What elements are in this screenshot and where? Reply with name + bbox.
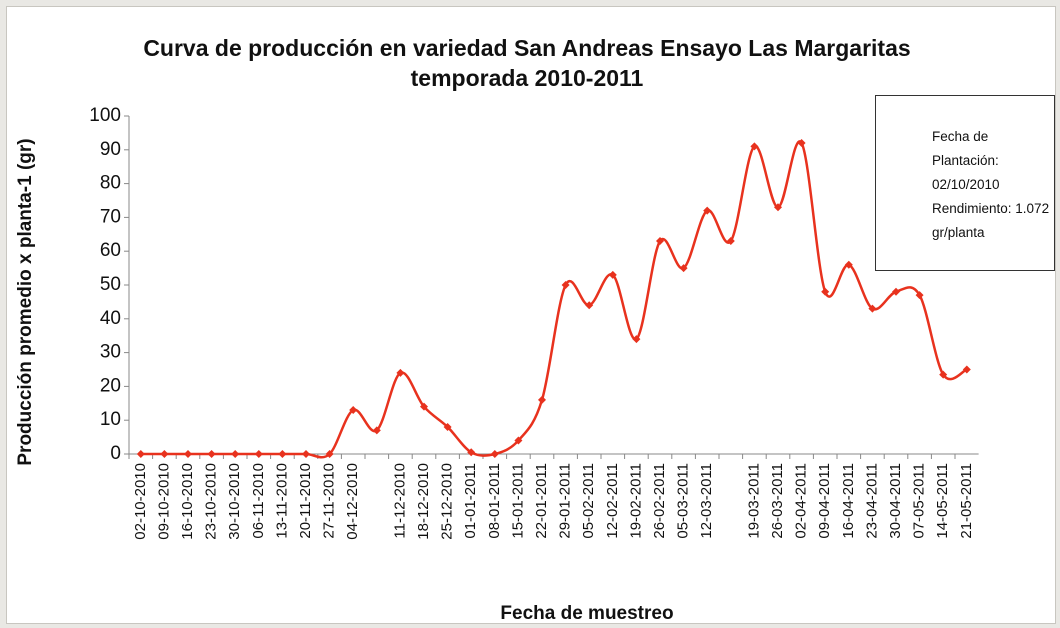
x-tick-label: 04-12-2010 (344, 463, 361, 540)
point (136, 450, 145, 458)
y-tick-label: 60 (100, 240, 121, 261)
x-tick-label: 07-05-2011 (911, 463, 928, 539)
x-tick-label: 26-03-2011 (769, 463, 786, 539)
point (679, 264, 688, 273)
x-tick-label: 02-04-2011 (793, 463, 810, 539)
y-axis-label: Producción promedio x planta-1 (gr) (15, 138, 36, 466)
x-tick-label: 13-11-2010 (273, 463, 290, 539)
x-tick-label: 09-04-2011 (816, 463, 833, 539)
x-tick-label: 14-05-2011 (934, 463, 951, 539)
x-tick-label: 01-01-2011 (462, 463, 479, 539)
x-tick-label: 18-12-2010 (415, 463, 432, 540)
y-tick-label: 20 (100, 375, 121, 396)
x-tick-label: 21-05-2011 (958, 463, 975, 539)
point (750, 142, 759, 151)
x-tick-label: 05-03-2011 (675, 463, 692, 539)
x-tick-label: 06-11-2010 (250, 463, 267, 539)
x-tick-label: 22-01-2011 (533, 463, 550, 539)
x-tick-label: 30-04-2011 (887, 463, 904, 539)
point (372, 426, 381, 435)
chart-title: Curva de producción en variedad San Andr… (143, 35, 911, 91)
x-tick-label: 05-02-2011 (580, 463, 597, 539)
point (514, 436, 523, 445)
x-tick-label: 11-12-2010 (391, 463, 408, 539)
point (868, 304, 877, 313)
point (467, 448, 476, 457)
point (443, 422, 452, 431)
y-tick-label: 50 (100, 274, 121, 295)
x-tick-label: 16-04-2011 (840, 463, 857, 539)
chart-area: 0 10 20 30 40 50 60 70 80 90 100 02-10-2010 09-10-20… (6, 6, 1056, 624)
y-tick-label: 30 (100, 342, 121, 363)
point (726, 237, 735, 246)
point (302, 450, 310, 458)
x-tick-label: 26-02-2011 (651, 463, 668, 539)
x-tick-label: 12-02-2011 (604, 463, 621, 539)
legend (875, 95, 1055, 271)
point (396, 368, 405, 377)
x-tick-label: 19-02-2011 (627, 463, 644, 539)
y-tick-label: 10 (100, 409, 121, 430)
point (490, 450, 499, 458)
x-tick-label: 23-10-2010 (203, 463, 220, 540)
point (184, 450, 192, 458)
x-tick-label: 09-10-2010 (155, 463, 172, 540)
series-line (140, 140, 968, 459)
x-tick-label: 19-03-2011 (745, 463, 762, 539)
point (325, 450, 334, 458)
x-tick-label: 12-03-2011 (698, 463, 715, 539)
point (207, 450, 216, 458)
point (254, 450, 263, 458)
x-tick-label: 27-11-2010 (321, 463, 338, 539)
x-tick-label: 23-04-2011 (863, 463, 880, 539)
point (797, 139, 806, 148)
legend-label: Fecha de Plantación: 02/10/2010 Rendimie… (932, 129, 1050, 240)
point (939, 370, 948, 379)
point (962, 365, 971, 374)
point (231, 450, 240, 458)
y-tick-label: 100 (89, 105, 121, 126)
point (915, 291, 924, 300)
point (892, 287, 900, 296)
point (561, 281, 570, 289)
x-tick-label: 08-01-2011 (486, 463, 503, 539)
y-tick-label: 40 (100, 308, 121, 329)
point (774, 203, 782, 212)
point (656, 237, 664, 246)
point (703, 206, 712, 215)
x-tick-label: 20-11-2010 (297, 463, 314, 539)
point (844, 260, 853, 269)
x-tick-label: 30-10-2010 (226, 463, 243, 540)
x-tick-label: 16-10-2010 (179, 463, 196, 540)
chart: 0 10 20 30 40 50 60 70 80 90 100 02-10-2010 09-10-20… (89, 105, 979, 540)
point (278, 450, 287, 458)
point (420, 402, 428, 411)
x-tick-label: 02-10-2010 (132, 463, 149, 540)
y-tick-label: 90 (100, 139, 121, 160)
point (608, 270, 617, 279)
y-tick-label: 70 (100, 206, 121, 227)
point (585, 301, 594, 310)
point (160, 450, 169, 458)
x-tick-label: 15-01-2011 (509, 463, 526, 539)
point (349, 406, 358, 415)
x-tick-label: 25-12-2010 (439, 463, 456, 540)
x-tick-label: 29-01-2011 (557, 463, 574, 539)
point (632, 335, 641, 344)
point (538, 395, 546, 404)
y-tick-label: 80 (100, 173, 121, 194)
x-axis-label: Fecha de muestreo (500, 603, 674, 624)
y-tick-label: 0 (110, 443, 121, 464)
point (821, 287, 830, 296)
